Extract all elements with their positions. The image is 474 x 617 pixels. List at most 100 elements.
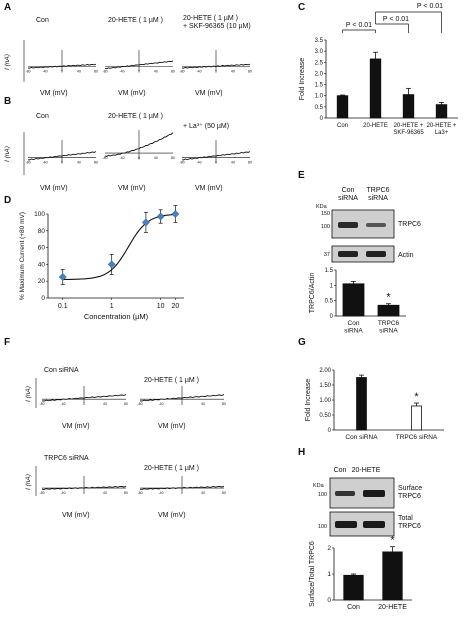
trace-B-20hete [104, 130, 174, 160]
panel-letter-G: G [298, 337, 306, 348]
xlabel-F-2: VM (mV) [62, 512, 90, 519]
tick-label: 80 [94, 70, 98, 74]
band-label-H-surface: Surface TRPC6 [398, 485, 422, 500]
panel-letter-A: A [4, 2, 11, 13]
tick-label: -40 [42, 161, 47, 165]
current-trace [41, 485, 127, 490]
data-point-D-0 [58, 273, 67, 281]
trace-A-con [27, 50, 97, 71]
y-tick-label-G: 2.00 [319, 368, 331, 374]
marker-H-100-1: 100 [318, 492, 327, 498]
y-tick-label-C: 2.5 [315, 60, 324, 66]
tick-label: 0 [181, 402, 183, 406]
y-tick-label-D: 60 [38, 245, 46, 252]
current-trace [27, 151, 97, 161]
sig-label-1: P < 0.01 [346, 22, 372, 29]
tick-label: 0 [83, 402, 85, 406]
y-tick-label-H: 0 [327, 597, 331, 604]
trace-label-F-con: Con siRNA [44, 367, 79, 374]
y-tick-label-C: 0.5 [315, 105, 324, 111]
y-tick-label-G: 0.50 [319, 413, 331, 419]
tick-label: 40 [154, 70, 158, 74]
tick-label: 40 [201, 402, 205, 406]
band-H-total-1 [363, 521, 385, 528]
tick-label: -40 [196, 161, 201, 165]
y-tick-label-C: 0 [320, 116, 324, 122]
tick-label: 80 [171, 156, 175, 160]
bar-G-0 [356, 377, 367, 431]
bar-H-0 [343, 574, 364, 601]
lane-label-H-1: 20-HETE [352, 467, 381, 474]
tick-label: 80 [124, 402, 128, 406]
ylabel-G: Fold Increase [305, 379, 312, 422]
significance-star-H: * [390, 535, 395, 547]
tick-label: 0 [61, 161, 63, 165]
tick-label: -80 [179, 70, 184, 74]
trace-F-20hete-2 [139, 476, 225, 492]
tick-label: 0 [138, 70, 140, 74]
tick-label: -40 [158, 491, 163, 495]
y-tick-label-D: 40 [38, 261, 46, 268]
tick-label: -40 [60, 491, 65, 495]
tick-label: -40 [119, 70, 124, 74]
band-H-total-0 [335, 521, 357, 528]
bar-H-1 [382, 551, 403, 601]
lane-label-E-1: TRPC6 siRNA [367, 187, 390, 202]
lane-label-H-0: Con [334, 467, 347, 474]
band-H-surface-0 [335, 491, 355, 496]
tick-label: 40 [201, 491, 205, 495]
category-label-H-0: Con [347, 604, 360, 611]
trace-label-F-20hete-1: 20-HETE ( 1 µM ) [144, 377, 199, 384]
sig-label-2: P < 0.01 [383, 16, 409, 23]
tick-label: -80 [179, 161, 184, 165]
trace-F-trpc6 [41, 476, 127, 492]
tick-label: 80 [248, 70, 252, 74]
xlabel-F-3: VM (mV) [158, 512, 186, 519]
xlabel-D: Concentration (µM) [84, 312, 149, 321]
y-tick-label-C: 3.0 [315, 49, 324, 55]
y-tick-label-G: 0 [328, 428, 332, 434]
bar-C-1 [369, 58, 382, 119]
tick-label: 80 [124, 491, 128, 495]
kda-label-H: KDa [313, 483, 325, 489]
band-label-H-total: Total TRPC6 [398, 515, 421, 530]
tick-label: 40 [231, 161, 235, 165]
ylabel-C: Fold Increase [299, 58, 306, 101]
tick-label: -40 [42, 70, 47, 74]
ylabel-E: TRPC6/Actin [309, 273, 316, 314]
category-label-C-1: 20-HETE [363, 123, 388, 129]
tick-label: 0 [138, 156, 140, 160]
y-tick-label-G: 1.00 [319, 398, 331, 404]
panel-letter-F: F [4, 337, 10, 348]
kda-label-E: KDa [316, 204, 328, 210]
ylabel-H: Surface/Total TRPC6 [309, 541, 316, 607]
y-tick-label-D: 0 [41, 295, 45, 302]
x-tick-label-D: 20 [171, 303, 179, 310]
trace-label-la-B: + La³⁺ (50 µM) [183, 123, 229, 130]
bar-G-1 [411, 405, 422, 431]
category-label-C-2: 20-HETE + SKF-96365 [393, 123, 424, 136]
bar-E-1 [377, 304, 400, 317]
y-tick-label-E: 0 [330, 314, 334, 320]
trace-A-skf [181, 50, 251, 71]
xlabel-A-0: VM (mV) [40, 90, 68, 97]
tick-label: 40 [103, 491, 107, 495]
x-tick-label-D: 10 [157, 303, 165, 310]
y-tick-label-D: 20 [38, 278, 46, 285]
y-tick-label-C: 3.5 [315, 38, 324, 44]
tick-label: -80 [25, 161, 30, 165]
trace-label-skf: 20-HETE ( 1 µM ) + SKF-96365 (10 µM) [183, 15, 251, 30]
category-label-H-1: 20-HETE [378, 604, 407, 611]
current-trace [27, 63, 97, 69]
tick-label: -40 [60, 402, 65, 406]
category-label-G-0: Con siRNA [345, 434, 378, 441]
xlabel-F-0: VM (mV) [62, 423, 90, 430]
current-trace [104, 132, 174, 157]
panel-letter-E: E [298, 170, 305, 181]
y-tick-label-H: 2 [327, 545, 331, 552]
data-point-D-3 [156, 212, 165, 221]
fit-curve-D [62, 213, 176, 280]
tick-label: 40 [103, 402, 107, 406]
tick-label: 80 [94, 161, 98, 165]
band-label-E-actin: Actin [398, 252, 414, 259]
